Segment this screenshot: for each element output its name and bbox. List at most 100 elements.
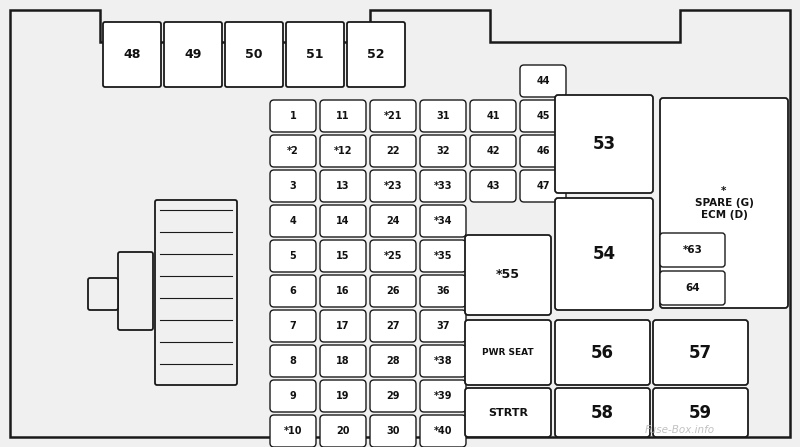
FancyBboxPatch shape <box>420 345 466 377</box>
FancyBboxPatch shape <box>465 320 551 385</box>
FancyBboxPatch shape <box>270 275 316 307</box>
Text: 19: 19 <box>336 391 350 401</box>
Text: 54: 54 <box>593 245 615 263</box>
FancyBboxPatch shape <box>155 200 237 385</box>
FancyBboxPatch shape <box>88 278 118 310</box>
FancyBboxPatch shape <box>370 135 416 167</box>
FancyBboxPatch shape <box>470 135 516 167</box>
Text: 6: 6 <box>290 286 296 296</box>
FancyBboxPatch shape <box>320 415 366 447</box>
Text: 22: 22 <box>386 146 400 156</box>
FancyBboxPatch shape <box>320 100 366 132</box>
FancyBboxPatch shape <box>270 380 316 412</box>
FancyBboxPatch shape <box>370 415 416 447</box>
FancyBboxPatch shape <box>320 135 366 167</box>
Text: *2: *2 <box>287 146 299 156</box>
Text: *33: *33 <box>434 181 452 191</box>
FancyBboxPatch shape <box>103 22 161 87</box>
FancyBboxPatch shape <box>320 345 366 377</box>
Text: 57: 57 <box>689 343 712 362</box>
FancyBboxPatch shape <box>653 320 748 385</box>
FancyBboxPatch shape <box>420 310 466 342</box>
FancyBboxPatch shape <box>270 205 316 237</box>
FancyBboxPatch shape <box>470 170 516 202</box>
FancyBboxPatch shape <box>520 100 566 132</box>
FancyBboxPatch shape <box>347 22 405 87</box>
FancyBboxPatch shape <box>225 22 283 87</box>
Text: *35: *35 <box>434 251 452 261</box>
Text: 47: 47 <box>536 181 550 191</box>
Text: *23: *23 <box>384 181 402 191</box>
FancyBboxPatch shape <box>286 22 344 87</box>
FancyBboxPatch shape <box>370 345 416 377</box>
FancyBboxPatch shape <box>465 235 551 315</box>
FancyBboxPatch shape <box>520 135 566 167</box>
Text: 14: 14 <box>336 216 350 226</box>
Text: 45: 45 <box>536 111 550 121</box>
Text: 17: 17 <box>336 321 350 331</box>
Text: 50: 50 <box>246 48 262 61</box>
Text: 24: 24 <box>386 216 400 226</box>
FancyBboxPatch shape <box>555 95 653 193</box>
Text: 27: 27 <box>386 321 400 331</box>
FancyBboxPatch shape <box>555 388 650 437</box>
FancyBboxPatch shape <box>420 170 466 202</box>
Text: *10: *10 <box>284 426 302 436</box>
FancyBboxPatch shape <box>555 198 653 310</box>
FancyBboxPatch shape <box>270 240 316 272</box>
Text: 52: 52 <box>367 48 385 61</box>
FancyBboxPatch shape <box>470 100 516 132</box>
Text: *34: *34 <box>434 216 452 226</box>
Text: 30: 30 <box>386 426 400 436</box>
Text: 31: 31 <box>436 111 450 121</box>
Text: 4: 4 <box>290 216 296 226</box>
Text: 9: 9 <box>290 391 296 401</box>
Text: 37: 37 <box>436 321 450 331</box>
Text: 1: 1 <box>290 111 296 121</box>
Text: 11: 11 <box>336 111 350 121</box>
FancyBboxPatch shape <box>420 415 466 447</box>
Polygon shape <box>10 10 790 437</box>
Text: 42: 42 <box>486 146 500 156</box>
Text: Fuse-Box.info: Fuse-Box.info <box>645 425 715 435</box>
Text: *
SPARE (G)
ECM (D): * SPARE (G) ECM (D) <box>694 186 754 219</box>
FancyBboxPatch shape <box>320 240 366 272</box>
Text: 48: 48 <box>123 48 141 61</box>
FancyBboxPatch shape <box>320 205 366 237</box>
Text: 59: 59 <box>689 404 712 422</box>
FancyBboxPatch shape <box>270 345 316 377</box>
FancyBboxPatch shape <box>420 275 466 307</box>
Text: STRTR: STRTR <box>488 408 528 417</box>
FancyBboxPatch shape <box>370 100 416 132</box>
FancyBboxPatch shape <box>465 388 551 437</box>
FancyBboxPatch shape <box>320 170 366 202</box>
FancyBboxPatch shape <box>270 310 316 342</box>
FancyBboxPatch shape <box>370 310 416 342</box>
FancyBboxPatch shape <box>370 275 416 307</box>
FancyBboxPatch shape <box>370 205 416 237</box>
Text: *39: *39 <box>434 391 452 401</box>
FancyBboxPatch shape <box>118 252 153 330</box>
FancyBboxPatch shape <box>164 22 222 87</box>
FancyBboxPatch shape <box>520 65 566 97</box>
FancyBboxPatch shape <box>370 170 416 202</box>
Text: 43: 43 <box>486 181 500 191</box>
Text: *25: *25 <box>384 251 402 261</box>
Text: 18: 18 <box>336 356 350 366</box>
Text: 51: 51 <box>306 48 324 61</box>
Text: 44: 44 <box>536 76 550 86</box>
Text: 41: 41 <box>486 111 500 121</box>
FancyBboxPatch shape <box>420 240 466 272</box>
FancyBboxPatch shape <box>270 100 316 132</box>
FancyBboxPatch shape <box>660 233 725 267</box>
FancyBboxPatch shape <box>420 100 466 132</box>
FancyBboxPatch shape <box>420 135 466 167</box>
FancyBboxPatch shape <box>270 415 316 447</box>
FancyBboxPatch shape <box>555 320 650 385</box>
Text: *55: *55 <box>496 269 520 282</box>
Text: 3: 3 <box>290 181 296 191</box>
Text: 53: 53 <box>593 135 615 153</box>
Text: 49: 49 <box>184 48 202 61</box>
Text: PWR SEAT: PWR SEAT <box>482 348 534 357</box>
Text: 8: 8 <box>290 356 297 366</box>
